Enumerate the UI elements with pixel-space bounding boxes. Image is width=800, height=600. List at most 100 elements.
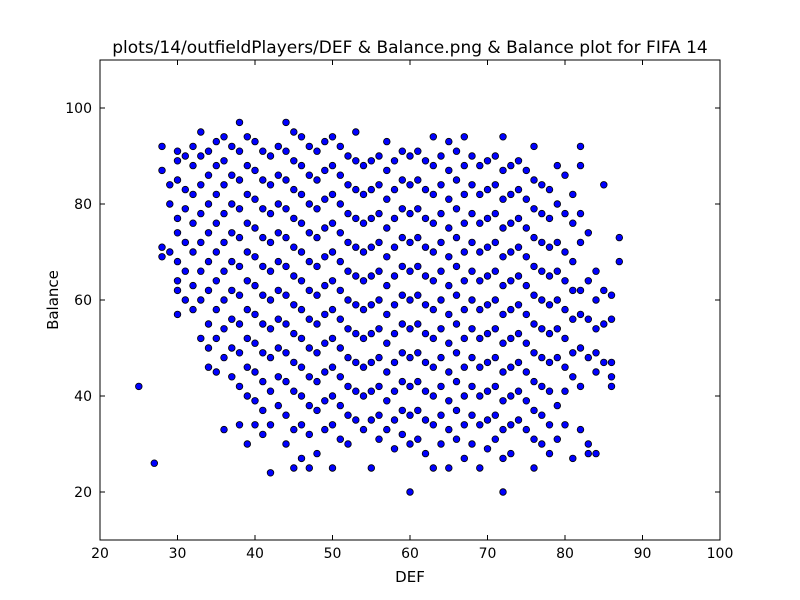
data-point: [445, 195, 453, 203]
data-point: [251, 137, 259, 146]
data-point: [328, 305, 337, 314]
data-point: [375, 435, 383, 443]
data-point: [290, 185, 298, 194]
data-point: [507, 305, 515, 314]
data-point: [584, 277, 592, 285]
data-point: [507, 277, 515, 285]
data-point: [437, 411, 445, 419]
data-point: [204, 147, 213, 155]
data-point: [421, 329, 430, 338]
data-point: [615, 233, 623, 242]
data-point: [173, 310, 182, 319]
data-point: [491, 238, 499, 247]
data-point: [522, 368, 530, 376]
data-point: [483, 272, 492, 280]
data-point: [383, 339, 391, 347]
data-point: [429, 161, 437, 170]
data-point: [259, 176, 267, 184]
data-point: [406, 488, 414, 496]
data-point: [228, 373, 236, 381]
data-point: [530, 406, 538, 415]
data-point: [445, 224, 453, 232]
data-point: [414, 291, 422, 299]
data-point: [344, 440, 352, 448]
data-point: [452, 233, 461, 242]
data-point: [468, 152, 476, 160]
data-point: [274, 315, 282, 323]
data-point: [499, 133, 507, 141]
data-point: [553, 353, 561, 362]
data-point: [359, 190, 368, 199]
data-point: [483, 243, 492, 251]
data-point: [452, 147, 461, 155]
data-point: [344, 181, 352, 189]
data-point: [290, 214, 298, 223]
data-point: [228, 257, 236, 266]
data-point: [328, 392, 337, 400]
data-point: [243, 161, 251, 170]
data-point: [445, 464, 453, 472]
data-point: [452, 406, 461, 415]
data-point: [305, 142, 313, 151]
data-point: [491, 209, 499, 218]
data-point: [305, 286, 313, 295]
data-point: [398, 349, 406, 357]
data-point: [336, 257, 344, 266]
data-point: [476, 334, 484, 343]
data-point: [375, 382, 383, 391]
data-point: [545, 243, 554, 251]
data-point: [251, 195, 259, 203]
data-point: [173, 257, 182, 266]
data-point: [336, 435, 344, 443]
data-point: [352, 214, 360, 223]
data-point: [259, 262, 267, 271]
data-point: [421, 214, 430, 223]
data-point: [297, 392, 306, 400]
x-tick-label: 50: [324, 546, 342, 562]
data-point: [468, 325, 476, 333]
data-point: [576, 425, 585, 434]
data-point: [383, 310, 391, 319]
data-point: [305, 315, 313, 323]
data-point: [483, 416, 492, 424]
data-point: [274, 171, 282, 179]
data-point: [259, 147, 267, 155]
x-tick-label: 40: [246, 546, 264, 562]
data-point: [553, 238, 561, 247]
data-point: [328, 421, 337, 429]
data-point: [468, 296, 476, 304]
data-point: [367, 157, 375, 165]
data-point: [352, 387, 360, 395]
data-point: [398, 147, 406, 155]
data-point: [290, 425, 298, 434]
data-point: [406, 152, 414, 160]
data-point: [189, 281, 197, 290]
data-point: [321, 224, 329, 232]
data-point: [383, 368, 391, 376]
data-point: [359, 305, 368, 314]
data-point: [235, 291, 244, 299]
data-point: [290, 243, 298, 251]
data-point: [266, 181, 275, 189]
data-point: [390, 387, 399, 395]
data-point: [259, 349, 267, 357]
data-point: [328, 248, 337, 256]
data-point: [530, 377, 538, 386]
data-point: [398, 320, 406, 328]
data-point: [251, 166, 259, 175]
data-point: [321, 368, 329, 376]
data-point: [507, 219, 515, 227]
data-point: [483, 358, 492, 367]
data-point: [514, 185, 523, 194]
data-point: [530, 349, 538, 357]
data-point: [584, 440, 592, 448]
data-point: [437, 296, 445, 304]
data-point: [499, 224, 507, 232]
data-point: [313, 320, 321, 328]
data-point: [576, 310, 585, 319]
data-point: [359, 277, 368, 285]
data-point: [514, 387, 523, 395]
data-point: [344, 209, 352, 218]
data-point: [553, 296, 561, 304]
